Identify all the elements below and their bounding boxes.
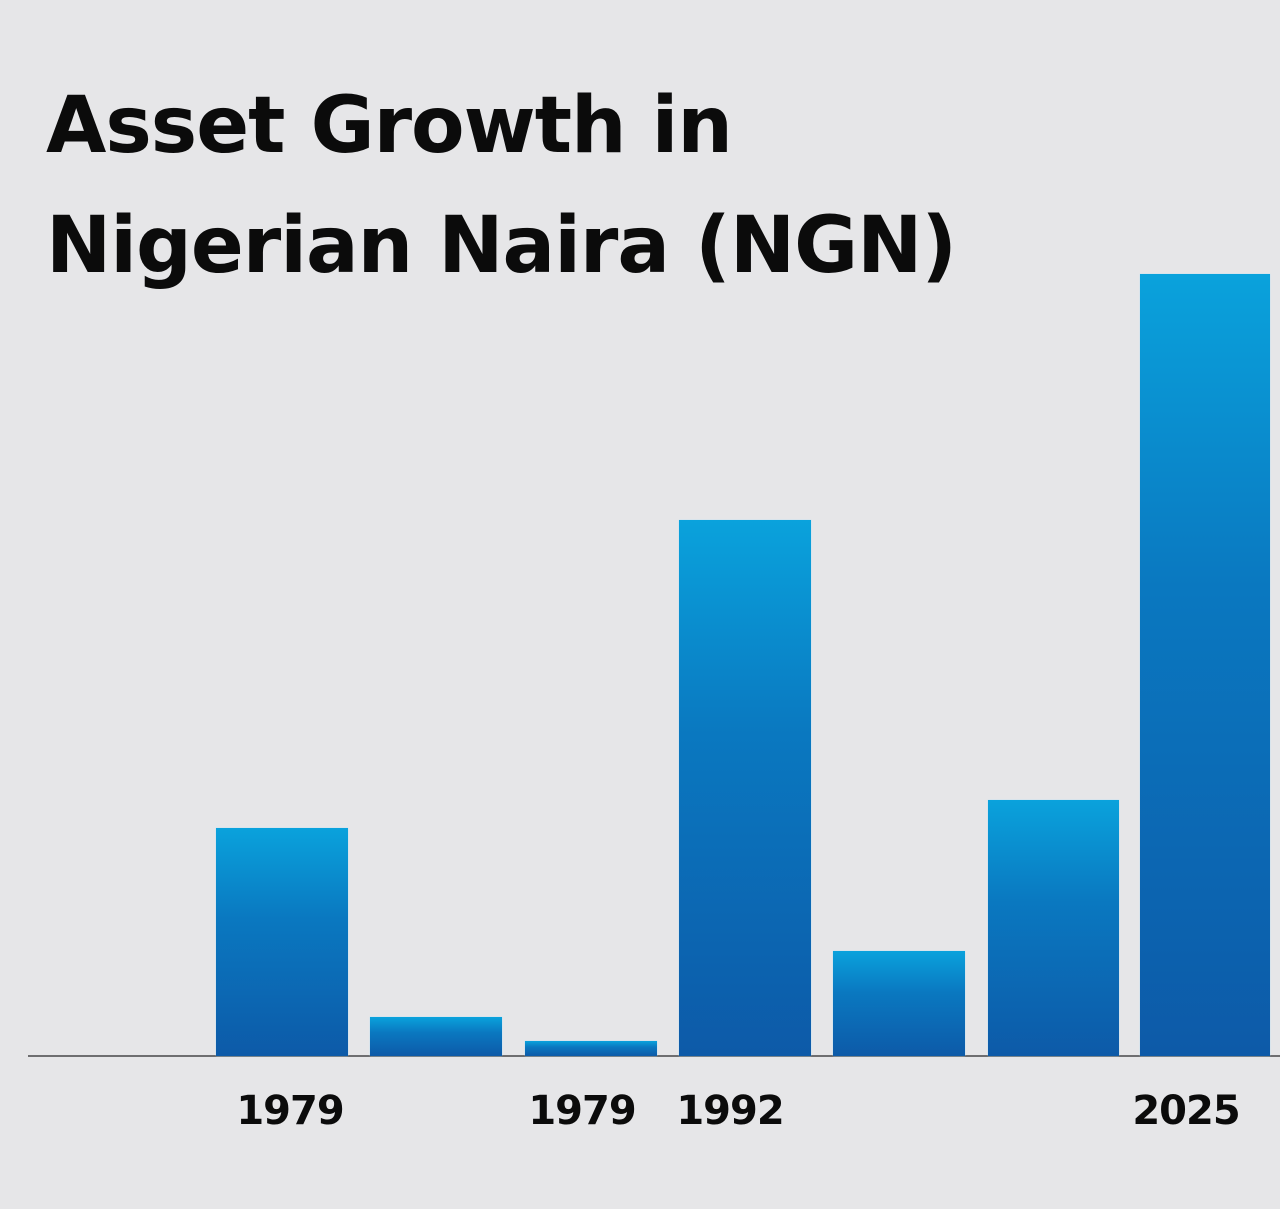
chart-title-line-1: Asset Growth in bbox=[46, 81, 733, 171]
bar-1 bbox=[216, 828, 348, 1056]
chart-title: Asset Growth in Nigerian Naira (NGN) bbox=[46, 66, 1046, 306]
x-tick-label: 1992 bbox=[676, 1088, 784, 1134]
bar-5 bbox=[833, 951, 965, 1056]
x-tick-label: 1979 bbox=[236, 1088, 344, 1134]
x-tick-label: 1979 bbox=[528, 1088, 636, 1134]
chart-title-line-2: Nigerian Naira (NGN) bbox=[46, 201, 957, 291]
x-tick-label: 2025 bbox=[1132, 1088, 1240, 1134]
bar-4 bbox=[679, 520, 811, 1056]
bar-3 bbox=[525, 1041, 657, 1056]
bar-7 bbox=[1140, 274, 1270, 1056]
bar-2 bbox=[370, 1017, 502, 1056]
x-axis-line bbox=[28, 1055, 1280, 1057]
bar-6 bbox=[988, 800, 1119, 1056]
